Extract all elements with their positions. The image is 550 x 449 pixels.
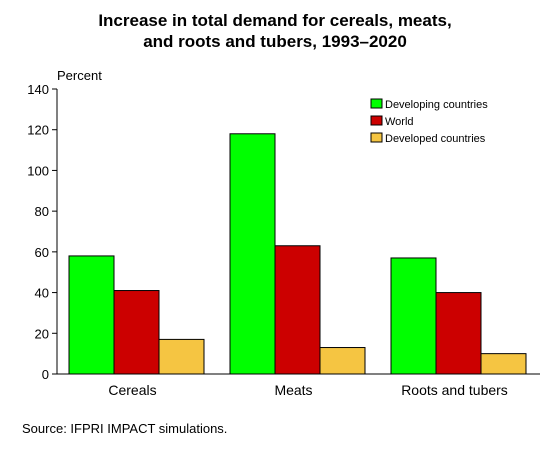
chart-title: Increase in total demand for cereals, me… <box>0 10 550 52</box>
bar-world-cereals <box>113 290 160 375</box>
y-tick-label: 60 <box>35 245 49 260</box>
y-tick-label: 80 <box>35 204 49 219</box>
bar-developing-countries-cereals <box>68 255 115 375</box>
x-tick-label: Roots and tubers <box>401 382 508 398</box>
legend-label-developed-countries: Developed countries <box>385 133 486 145</box>
source-note: Source: IFPRI IMPACT simulations. <box>22 421 228 436</box>
y-tick-label: 40 <box>35 286 49 301</box>
y-tick-label: 140 <box>27 82 49 97</box>
legend-label-developing-countries: Developing countries <box>385 99 488 111</box>
y-tick-label: 120 <box>27 123 49 138</box>
y-tick-label: 0 <box>42 367 49 382</box>
bar-developing-countries-meats <box>229 133 276 375</box>
y-tick-label: 100 <box>27 163 49 178</box>
bar-world-meats <box>274 245 321 375</box>
chart-title-line-1: Increase in total demand for cereals, me… <box>98 11 452 30</box>
x-tick-label: Cereals <box>108 382 156 398</box>
x-tick-label: Meats <box>274 382 312 398</box>
legend-label-world: World <box>385 116 414 128</box>
bar-world-roots-and-tubers <box>435 292 482 375</box>
bar-developed-countries-roots-and-tubers <box>480 353 527 375</box>
bar-developed-countries-meats <box>319 347 366 375</box>
chart-title-line-2: and roots and tubers, 1993–2020 <box>143 32 407 51</box>
y-axis-label: Percent <box>57 68 102 83</box>
bar-developing-countries-roots-and-tubers <box>390 257 437 375</box>
y-tick-label: 20 <box>35 326 49 341</box>
bar-developed-countries-cereals <box>158 338 205 375</box>
legend-swatch-developing-countries <box>370 98 383 109</box>
legend-swatch-world <box>370 115 383 126</box>
legend-swatch-developed-countries <box>370 132 383 143</box>
